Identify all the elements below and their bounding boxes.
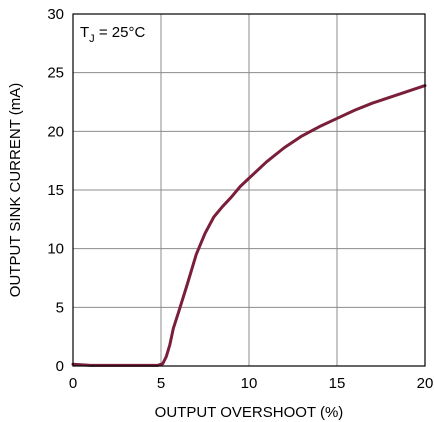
y-axis-title: OUTPUT SINK CURRENT (mA)	[7, 83, 24, 297]
y-tick-label: 20	[47, 123, 64, 140]
annotation-box: TJ = 25°C	[74, 15, 158, 47]
y-tick-label: 5	[56, 299, 64, 316]
y-tick-label: 0	[56, 358, 64, 375]
y-tick-label: 25	[47, 65, 64, 82]
x-tick-label: 0	[69, 375, 77, 392]
annotation-subscript: J	[89, 33, 95, 45]
y-tick-labels: 0 5 10 15 20 25 30	[47, 6, 64, 375]
annotation-background	[74, 15, 158, 47]
x-tick-labels: 0 5 10 15 20	[69, 375, 434, 392]
y-tick-label: 10	[47, 241, 64, 258]
y-tick-label: 30	[47, 6, 64, 23]
x-tick-label: 5	[157, 375, 165, 392]
annotation-rest: = 25°C	[95, 24, 146, 41]
grid	[73, 14, 425, 366]
x-tick-label: 10	[241, 375, 258, 392]
x-axis-title: OUTPUT OVERSHOOT (%)	[155, 404, 344, 421]
x-tick-label: 20	[417, 375, 434, 392]
annotation-junction-temperature: TJ = 25°C	[80, 24, 145, 45]
annotation-base: T	[80, 24, 89, 41]
x-tick-label: 15	[329, 375, 346, 392]
y-tick-label: 15	[47, 182, 64, 199]
plot-frame	[72, 13, 426, 367]
